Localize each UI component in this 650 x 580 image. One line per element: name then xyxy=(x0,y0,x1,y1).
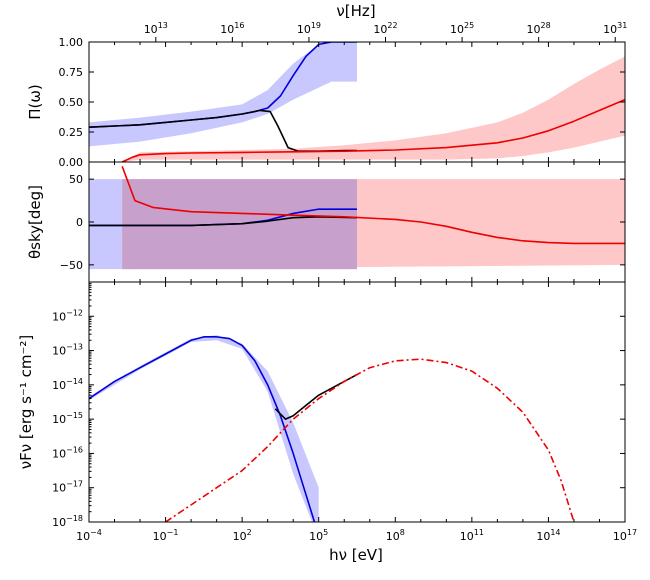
sed-ytick-label: 10−17 xyxy=(52,480,83,495)
polarization-degree-ytick-label: 0.50 xyxy=(59,96,84,109)
polarization-degree-band-blue_band-0 xyxy=(89,42,357,147)
polarization-angle-plot-area xyxy=(89,166,625,270)
top-xtick-label: 1031 xyxy=(603,21,627,36)
bottom-xtick-label: 105 xyxy=(309,528,328,543)
sed-ylabel: νFν [erg s⁻¹ cm⁻²] xyxy=(17,335,35,470)
polarization-degree-ytick-label: 0.00 xyxy=(59,156,84,169)
bottom-xtick-label: 10−4 xyxy=(76,528,102,543)
sed-frame xyxy=(88,281,626,523)
bottom-xtick-label: 1011 xyxy=(460,528,484,543)
sed-band-blue_band-0 xyxy=(89,335,319,522)
bottom-xtick-label: 1017 xyxy=(613,528,637,543)
polarization-degree-band-red_band-1 xyxy=(122,56,625,162)
polarization-angle-line-red xyxy=(121,166,625,245)
sed-ytick-label: 10−14 xyxy=(52,377,83,392)
sed-ytick-label: 10−15 xyxy=(52,411,83,426)
top-xtick-label: 1013 xyxy=(144,21,168,36)
polarization-angle-ytick-label: 0 xyxy=(76,216,83,229)
polarization-angle-panel: −50 0 50 θsky[deg] xyxy=(26,161,626,283)
polarization-degree-plot-area xyxy=(89,42,625,162)
top-xtick-label: 1025 xyxy=(450,21,474,36)
sed-ytick-label: 10−13 xyxy=(52,343,83,358)
sed-line-red xyxy=(165,358,575,522)
polarization-angle-line-black xyxy=(89,216,358,227)
sed-ytick-label: 10−18 xyxy=(52,514,83,529)
top-xtick-label: 1016 xyxy=(220,21,244,36)
bottom-xtick-label: 108 xyxy=(386,528,405,543)
polarization-angle-ytick-label: 50 xyxy=(69,173,83,186)
polarization-degree-ylabel: Π(ω) xyxy=(26,84,44,120)
sed-ytick-label: 10−12 xyxy=(52,308,83,323)
bottom-xtick-label: 102 xyxy=(233,528,252,543)
sed-plot-area xyxy=(89,335,575,522)
sed-panel: 10−18 10−17 10−16 10−15 10−14 10−13 10−12 10−4 1… xyxy=(17,281,637,543)
top-axis-label: ν[Hz] xyxy=(336,2,375,20)
sed-line-blue xyxy=(89,336,316,522)
top-xtick-label: 1022 xyxy=(373,21,397,36)
bottom-xtick-label: 10−1 xyxy=(153,528,179,543)
sed-ytick-label: 10−16 xyxy=(52,445,83,460)
polarization-degree-ytick-label: 0.75 xyxy=(59,66,84,79)
bottom-xtick-label: 1014 xyxy=(536,528,560,543)
top-xtick-label: 1019 xyxy=(297,21,321,36)
polarization-degree-line-red xyxy=(121,98,625,162)
polarization-degree-panel: 0.00 0.25 0.50 0.75 1.00 1013 1016 1019 1022 1025… xyxy=(26,21,627,169)
polarization-angle-ylabel: θsky[deg] xyxy=(26,185,44,259)
polarization-degree-ytick-label: 1.00 xyxy=(59,36,84,49)
polarization-angle-ytick-label: −50 xyxy=(60,259,83,272)
bottom-axis-label: hν [eV] xyxy=(329,546,383,564)
polarization-degree-ytick-label: 0.25 xyxy=(59,126,84,139)
top-xtick-label: 1028 xyxy=(527,21,551,36)
